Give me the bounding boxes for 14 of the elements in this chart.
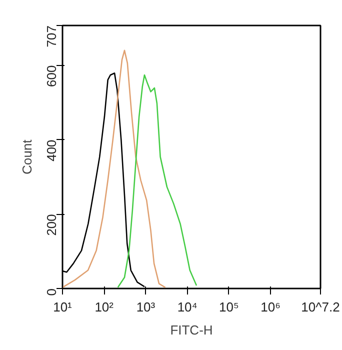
y-tick-label: 400 bbox=[44, 140, 59, 162]
x-tick-label: 10^7.2 bbox=[301, 300, 340, 314]
y-tick-label: 707 bbox=[44, 25, 59, 48]
y-tick-label: 600 bbox=[44, 65, 59, 87]
x-tick-label: 10⁵ bbox=[219, 300, 239, 314]
x-tick-label: 10¹ bbox=[53, 300, 73, 314]
x-tick-label: 10³ bbox=[136, 300, 156, 314]
y-tick-label: 200 bbox=[44, 214, 59, 236]
x-axis-title: FITC-H bbox=[170, 322, 213, 338]
y-tick-label: 0 bbox=[44, 288, 59, 296]
x-tick-label: 10² bbox=[94, 300, 114, 314]
x-tick-label: 10⁶ bbox=[260, 300, 280, 314]
x-tick-label: 10⁴ bbox=[177, 300, 198, 314]
y-axis-title: Count bbox=[20, 139, 34, 174]
